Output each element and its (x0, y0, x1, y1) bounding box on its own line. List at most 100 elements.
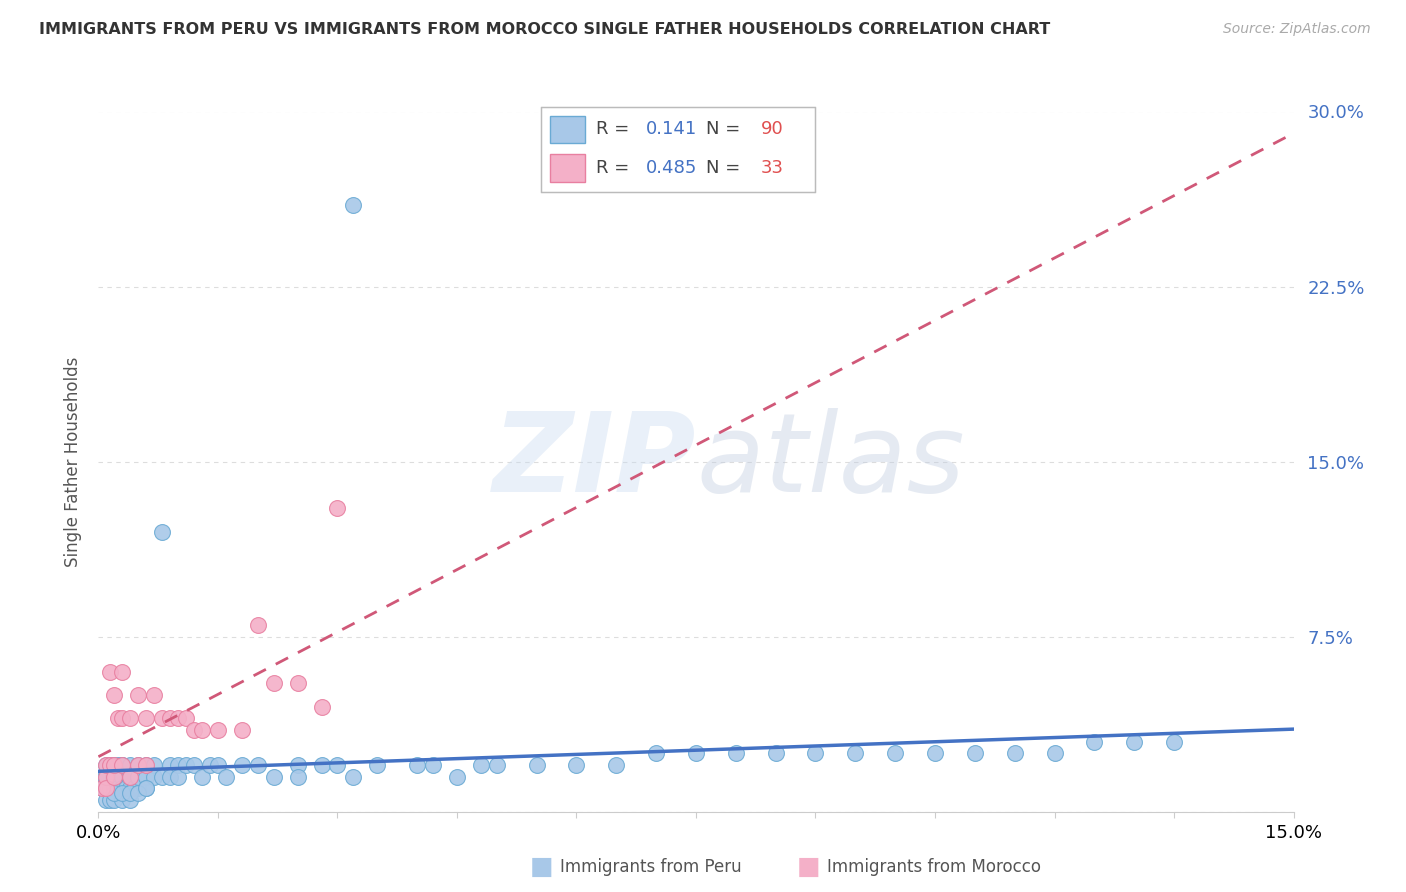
Point (111, 793, 134, 807)
Point (1123, 735, 1146, 749)
Point (120, 781, 142, 796)
Point (1043, 747, 1066, 761)
Point (287, 758, 309, 772)
Point (124, 781, 146, 796)
Text: N =: N = (706, 120, 745, 138)
Point (159, 770, 181, 784)
Point (103, 781, 125, 796)
Point (107, 781, 129, 796)
Point (150, 711, 173, 725)
Point (103, 688, 125, 702)
Text: R =: R = (596, 159, 636, 177)
Point (366, 758, 388, 772)
Point (97, 781, 120, 796)
Point (406, 758, 429, 772)
Point (115, 781, 138, 796)
Point (96, 758, 118, 772)
Text: Immigrants from Morocco: Immigrants from Morocco (827, 858, 1040, 876)
Point (111, 781, 134, 796)
Point (207, 758, 229, 772)
Point (1004, 747, 1026, 761)
Point (120, 711, 142, 725)
Bar (550, 116, 585, 143)
Point (231, 723, 253, 737)
Text: 0.141: 0.141 (645, 120, 697, 138)
Point (231, 758, 253, 772)
Point (143, 688, 166, 702)
Point (207, 723, 229, 737)
Point (96, 758, 118, 772)
Point (326, 758, 349, 772)
Text: 90: 90 (761, 120, 783, 138)
Text: Immigrants from Peru: Immigrants from Peru (560, 858, 741, 876)
Point (127, 770, 149, 784)
Point (685, 747, 707, 761)
Point (215, 770, 238, 784)
Point (198, 758, 221, 772)
Point (101, 770, 124, 784)
Point (135, 758, 157, 772)
Point (326, 501, 349, 516)
Point (135, 711, 157, 725)
Point (765, 747, 787, 761)
Point (127, 781, 149, 796)
Point (103, 770, 125, 784)
Text: Source: ZipAtlas.com: Source: ZipAtlas.com (1223, 22, 1371, 37)
Point (111, 758, 134, 772)
Point (96, 781, 118, 796)
Point (111, 758, 134, 772)
Point (127, 688, 149, 702)
Point (174, 711, 197, 725)
Point (120, 758, 142, 772)
Point (963, 747, 986, 761)
Point (103, 793, 125, 807)
Point (91, 781, 114, 796)
Point (111, 711, 134, 725)
Point (98, 665, 122, 679)
Point (127, 786, 149, 800)
Point (120, 770, 142, 784)
Point (111, 758, 134, 772)
Point (111, 786, 134, 800)
Point (246, 618, 269, 632)
Text: N =: N = (706, 159, 745, 177)
Point (246, 758, 269, 772)
Point (111, 781, 134, 796)
Point (311, 699, 333, 714)
Point (150, 524, 173, 539)
Point (884, 747, 907, 761)
Text: 33: 33 (761, 159, 783, 177)
Point (103, 770, 125, 784)
Bar (550, 154, 585, 182)
Point (287, 676, 309, 690)
Point (167, 758, 190, 772)
Point (470, 758, 492, 772)
Point (96, 793, 118, 807)
Text: ■: ■ (530, 855, 553, 879)
Point (127, 770, 149, 784)
Point (526, 758, 548, 772)
Point (96, 770, 118, 784)
Point (135, 758, 157, 772)
Point (565, 758, 588, 772)
Point (107, 758, 129, 772)
Point (167, 711, 190, 725)
Point (263, 770, 285, 784)
Point (103, 786, 125, 800)
Y-axis label: Single Father Households: Single Father Households (65, 357, 83, 566)
Point (120, 770, 142, 784)
Point (127, 758, 149, 772)
Point (183, 723, 205, 737)
Point (96, 770, 118, 784)
Point (191, 723, 214, 737)
Point (287, 770, 309, 784)
Point (1083, 735, 1105, 749)
Point (98, 758, 122, 772)
Point (159, 758, 181, 772)
Text: R =: R = (596, 120, 636, 138)
Point (422, 758, 444, 772)
Text: IMMIGRANTS FROM PERU VS IMMIGRANTS FROM MOROCCO SINGLE FATHER HOUSEHOLDS CORRELA: IMMIGRANTS FROM PERU VS IMMIGRANTS FROM … (39, 22, 1050, 37)
Point (135, 781, 157, 796)
Point (342, 770, 364, 784)
Text: 0.485: 0.485 (645, 159, 697, 177)
